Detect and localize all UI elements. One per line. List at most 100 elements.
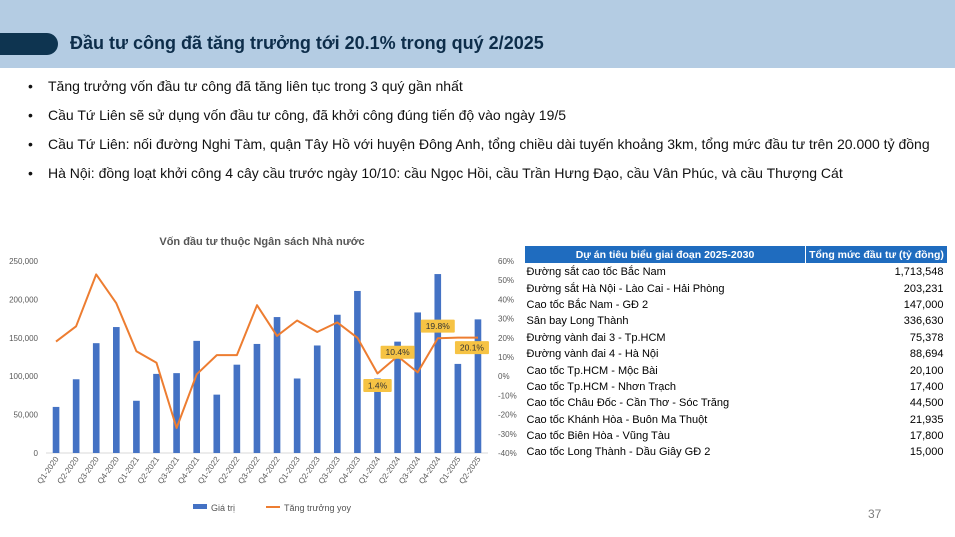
bar: [334, 314, 341, 453]
bar: [233, 364, 241, 453]
table-cell-project: Cao tốc Tp.HCM - Mộc Bài: [526, 364, 658, 377]
data-label: 20.1%: [460, 343, 485, 353]
y-axis-tick-label: 150,000: [9, 334, 38, 343]
table-cell-project: Cao tốc Long Thành - Dầu Giây GĐ 2: [526, 446, 711, 459]
data-label-box: [380, 345, 415, 359]
table-cell-amount: 44,500: [909, 397, 944, 410]
x-axis-tick-label: Q2-2025: [457, 455, 483, 486]
table-cell-project: Đường vành đai 3 - Tp.HCM: [526, 331, 666, 344]
table-row: Đường vành đai 3 - Tp.HCM 75,378: [525, 330, 948, 346]
bar: [173, 373, 180, 453]
data-label: 10.4%: [386, 347, 411, 357]
investment-chart: Vốn đầu tư thuộc Ngân sách Nhà nước 0 50,…: [0, 225, 520, 530]
bar: [434, 274, 442, 453]
table-cell-project: Cao tốc Biên Hòa - Vũng Tàu: [526, 430, 671, 443]
legend-label-line: Tăng trưởng yoy: [284, 503, 351, 513]
table-cell-project: Cao tốc Bắc Nam - GĐ 2: [526, 298, 649, 311]
table-row: Cao tốc Châu Đốc - Cần Thơ - Sóc Trăng 44…: [525, 395, 948, 411]
table-cell-project: Sân bay Long Thành: [526, 315, 629, 328]
table-header-amount: Tổng mức đầu tư (tỷ đồng): [805, 245, 948, 264]
bar: [273, 317, 281, 453]
chart-title: Vốn đầu tư thuộc Ngân sách Nhà nước: [159, 236, 364, 248]
table-cell-project: Cao tốc Khánh Hòa - Buôn Ma Thuột: [526, 413, 708, 426]
table-cell-amount: 147,000: [903, 298, 944, 311]
y2-axis-tick-label: 10%: [498, 353, 514, 362]
yoy-growth-line: [55, 273, 478, 429]
bullet-item: Cầu Tứ Liên: nối đường Nghi Tàm, quận Tâ…: [28, 136, 948, 165]
y-axis-tick-label: 250,000: [9, 257, 38, 266]
y2-axis-tick-label: 0%: [498, 372, 510, 381]
bar: [92, 343, 100, 453]
bar: [72, 379, 80, 453]
bar: [414, 312, 421, 453]
bar: [213, 394, 221, 453]
bullet-list: Tăng trưởng vốn đầu tư công đã tăng liên…: [28, 78, 948, 194]
table-cell-amount: 15,000: [909, 446, 944, 459]
table-row: Cao tốc Tp.HCM - Nhơn Trạch 17,400: [525, 379, 948, 395]
y-axis-tick-label: 0: [34, 449, 39, 458]
bar: [354, 290, 361, 453]
bar: [52, 406, 60, 453]
table-header-row: Dự án tiêu biểu giai đoạn 2025-2030 Tổng…: [524, 245, 948, 264]
table-cell-amount: 336,630: [903, 315, 944, 328]
y2-axis-tick-label: -10%: [498, 391, 517, 400]
y2-axis-tick-label: 40%: [498, 295, 514, 304]
y2-axis-tick-label: -40%: [498, 449, 517, 458]
table-cell-project: Đường vành đai 4 - Hà Nội: [526, 348, 659, 361]
table-row: Sân bay Long Thành 336,630: [525, 313, 948, 329]
y2-axis-tick-label: 60%: [498, 257, 514, 266]
header-accent: [0, 33, 58, 55]
bar: [454, 363, 462, 453]
table-cell-amount: 88,694: [909, 348, 944, 361]
y2-axis-tick-label: 50%: [498, 276, 514, 285]
bullet-item: Cầu Tứ Liên sẽ sử dụng vốn đầu tư công, …: [28, 107, 948, 136]
bar: [133, 400, 140, 453]
y2-axis-tick-label: 20%: [498, 334, 514, 343]
bar: [474, 319, 482, 453]
data-label-box: [420, 319, 455, 333]
bar: [253, 343, 261, 453]
table-cell-amount: 21,935: [909, 413, 944, 426]
table-row: Cao tốc Khánh Hòa - Buôn Ma Thuột 21,935: [525, 412, 948, 428]
bar: [313, 345, 321, 453]
bar: [113, 327, 120, 453]
chart-canvas: Vốn đầu tư thuộc Ngân sách Nhà nước 0 50,…: [9, 236, 517, 513]
table-row: Đường sắt Hà Nội - Lào Cai - Hải Phòng 20…: [525, 280, 948, 296]
table-row: Cao tốc Bắc Nam - GĐ 2 147,000: [525, 297, 948, 313]
table-cell-project: Cao tốc Châu Đốc - Cần Thơ - Sóc Trăng: [526, 397, 730, 410]
bar: [374, 378, 381, 453]
projects-table: Dự án tiêu biểu giai đoạn 2025-2030 Tổng…: [524, 245, 948, 461]
table-row: Cao tốc Biên Hòa - Vũng Tàu 17,800: [525, 428, 948, 444]
bar: [394, 341, 401, 453]
table-row: Đường vành đai 4 - Hà Nội 88,694: [525, 346, 948, 362]
table-cell-amount: 17,800: [909, 430, 944, 443]
page-number: 37: [868, 507, 882, 521]
table-row: Cao tốc Long Thành - Dầu Giây GĐ 2 15,000: [525, 444, 948, 460]
bullet-item: Tăng trưởng vốn đầu tư công đã tăng liên…: [28, 78, 948, 107]
y2-axis-tick-label: -30%: [498, 430, 517, 439]
table-cell-amount: 1,713,548: [894, 266, 944, 279]
y-axis-tick-label: 100,000: [9, 372, 38, 381]
table-cell-project: Đường sắt cao tốc Bắc Nam: [526, 266, 666, 279]
y-axis-tick-label: 50,000: [14, 411, 39, 420]
table-cell-amount: 17,400: [909, 380, 944, 393]
bar: [293, 378, 301, 453]
legend-label-bar: Giá trị: [211, 503, 235, 513]
bullet-item: Hà Nội: đồng loạt khởi công 4 cây cầu tr…: [28, 165, 948, 194]
data-label-box: [454, 341, 489, 355]
table-cell-project: Cao tốc Tp.HCM - Nhơn Trạch: [526, 380, 676, 393]
y2-axis-tick-label: 30%: [498, 315, 514, 324]
y2-axis-tick-label: -20%: [498, 411, 517, 420]
table-row: Cao tốc Tp.HCM - Mộc Bài 20,100: [525, 362, 948, 378]
page-title: Đầu tư công đã tăng trưởng tới 20.1% tro…: [70, 33, 544, 53]
data-label: 1.4%: [368, 381, 388, 391]
table-row: Đường sắt cao tốc Bắc Nam 1,713,548: [525, 264, 948, 281]
y-axis-tick-label: 200,000: [9, 295, 38, 304]
bar: [153, 373, 160, 453]
data-label-box: [363, 379, 392, 393]
table-cell-amount: 203,231: [903, 282, 944, 295]
table-cell-project: Đường sắt Hà Nội - Lào Cai - Hải Phòng: [526, 282, 725, 295]
table-cell-amount: 75,378: [909, 331, 944, 344]
bar: [193, 340, 200, 453]
table-header-project: Dự án tiêu biểu giai đoạn 2025-2030: [524, 245, 806, 264]
